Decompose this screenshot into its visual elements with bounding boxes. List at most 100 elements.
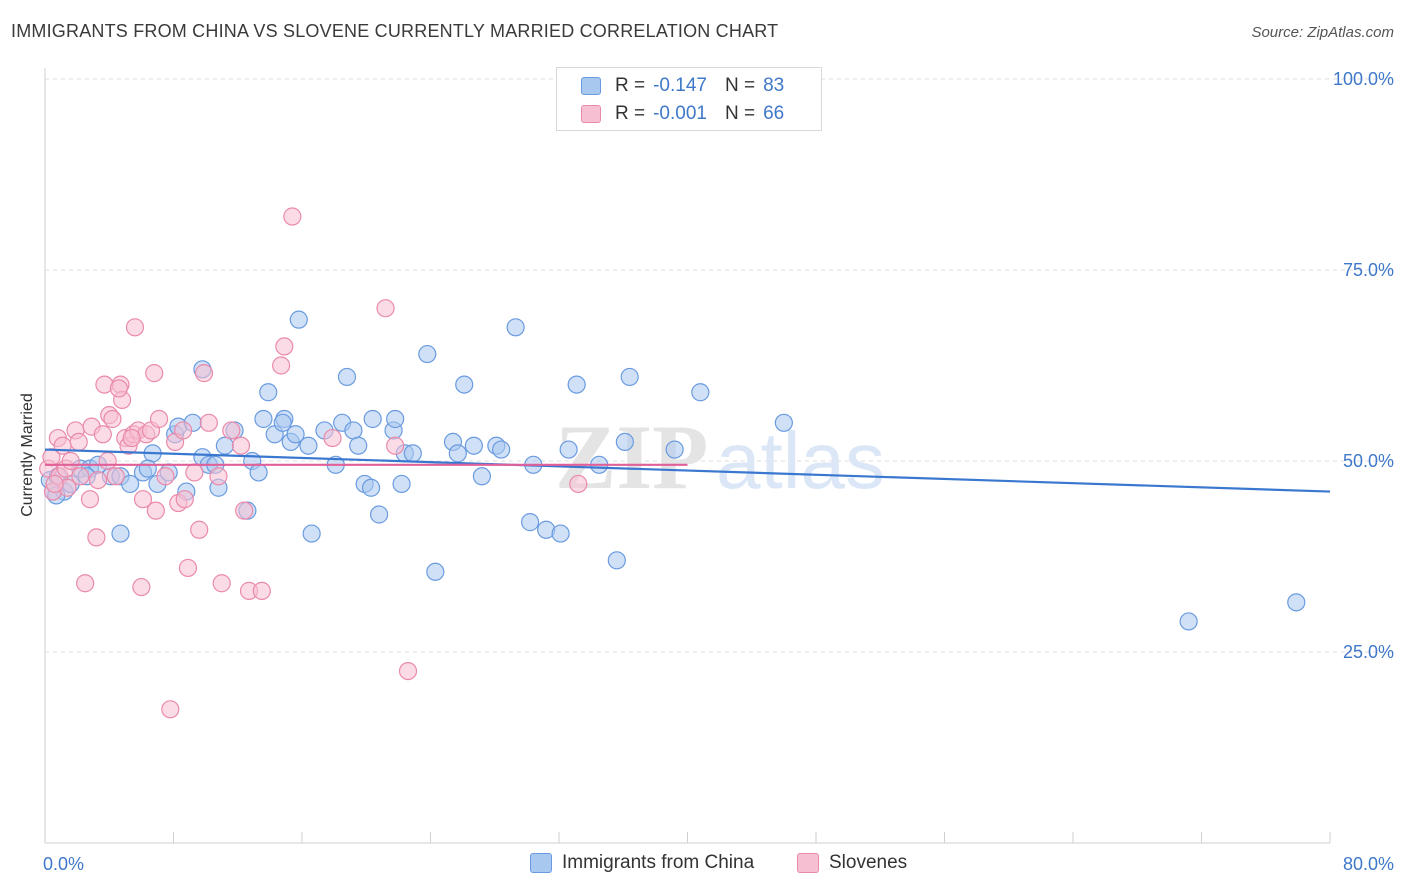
point-slovenes bbox=[106, 467, 125, 486]
trend-line-china bbox=[44, 448, 1331, 493]
legend-r-value: -0.147 bbox=[653, 75, 707, 96]
legend-n-label: N = bbox=[724, 103, 756, 124]
trend-lines bbox=[44, 448, 1331, 493]
data-points bbox=[39, 207, 1306, 719]
point-slovenes bbox=[53, 436, 72, 455]
watermark: ZIP atlas bbox=[555, 406, 885, 508]
legend-label-china: Immigrants from China bbox=[562, 852, 755, 873]
point-slovenes bbox=[98, 451, 117, 471]
point-china bbox=[691, 383, 710, 402]
legend-r-label: R = bbox=[615, 103, 646, 124]
point-slovenes bbox=[61, 451, 80, 471]
point-china bbox=[426, 562, 445, 581]
x-tick-label-start: 0.0% bbox=[43, 854, 84, 874]
legend-n-value: 83 bbox=[763, 75, 785, 96]
point-slovenes bbox=[174, 421, 193, 440]
point-slovenes bbox=[178, 558, 198, 578]
point-china bbox=[361, 478, 381, 497]
point-china bbox=[392, 474, 411, 494]
point-slovenes bbox=[88, 471, 108, 490]
legend-item-china[interactable]: Immigrants from China bbox=[530, 852, 754, 874]
point-china bbox=[286, 425, 305, 444]
point-china bbox=[448, 444, 467, 463]
point-slovenes bbox=[146, 501, 165, 520]
stats-legend: R = -0.147 N = 83 R = -0.001 N = 66 bbox=[556, 67, 822, 131]
point-slovenes bbox=[69, 432, 88, 451]
point-china bbox=[121, 474, 140, 494]
point-china bbox=[273, 413, 292, 432]
point-slovenes bbox=[156, 467, 175, 486]
point-china bbox=[455, 375, 474, 394]
point-slovenes bbox=[199, 413, 218, 432]
point-china bbox=[254, 409, 273, 429]
point-china bbox=[559, 440, 578, 459]
point-china bbox=[370, 505, 389, 524]
point-slovenes bbox=[231, 436, 251, 455]
point-china bbox=[363, 409, 382, 429]
point-slovenes bbox=[209, 467, 228, 486]
point-china bbox=[259, 383, 278, 402]
point-slovenes bbox=[376, 299, 395, 318]
point-slovenes bbox=[190, 520, 209, 539]
point-slovenes bbox=[235, 501, 254, 520]
point-slovenes bbox=[185, 463, 204, 482]
legend-swatch-slovenes bbox=[797, 853, 819, 873]
point-slovenes bbox=[71, 467, 90, 486]
point-china bbox=[403, 444, 422, 463]
y-tick-label: 25.0% bbox=[1343, 642, 1394, 662]
point-slovenes bbox=[109, 379, 128, 398]
point-slovenes bbox=[161, 700, 180, 719]
point-slovenes bbox=[145, 364, 164, 383]
legend-item-slovenes[interactable]: Slovenes bbox=[797, 852, 907, 874]
point-china bbox=[349, 436, 368, 455]
y-tick-label: 100.0% bbox=[1333, 69, 1394, 89]
point-slovenes bbox=[122, 428, 141, 448]
point-slovenes bbox=[87, 528, 106, 547]
legend-n-value: 66 bbox=[763, 103, 785, 124]
chart-title: IMMIGRANTS FROM CHINA VS SLOVENE CURRENT… bbox=[11, 21, 779, 41]
point-china bbox=[464, 436, 483, 455]
y-tick-label: 50.0% bbox=[1343, 451, 1394, 471]
source-label: Source: ZipAtlas.com bbox=[1251, 24, 1394, 41]
point-slovenes bbox=[76, 574, 95, 593]
point-china bbox=[289, 310, 308, 329]
point-slovenes bbox=[283, 207, 302, 226]
y-tick-label: 75.0% bbox=[1343, 260, 1394, 280]
series-legend: Immigrants from China Slovenes bbox=[0, 852, 1406, 876]
tick-labels: 25.0% 50.0% 75.0% 100.0% 0.0% 80.0% bbox=[43, 69, 1394, 874]
legend-swatch-china bbox=[530, 853, 552, 873]
point-china bbox=[567, 375, 586, 394]
point-slovenes bbox=[272, 356, 291, 375]
point-china bbox=[665, 440, 684, 459]
legend-r-label: R = bbox=[615, 75, 646, 96]
point-china bbox=[111, 524, 130, 543]
point-china bbox=[506, 318, 525, 337]
point-china bbox=[774, 413, 793, 432]
watermark-atlas: atlas bbox=[716, 416, 885, 505]
point-china bbox=[492, 440, 511, 459]
point-china bbox=[472, 467, 491, 486]
point-china bbox=[386, 409, 405, 429]
point-slovenes bbox=[45, 474, 64, 494]
point-china bbox=[615, 432, 634, 451]
point-slovenes bbox=[386, 436, 405, 455]
point-slovenes bbox=[125, 318, 145, 337]
point-slovenes bbox=[103, 409, 122, 429]
point-slovenes bbox=[323, 428, 342, 448]
point-china bbox=[249, 463, 268, 482]
point-slovenes bbox=[80, 490, 100, 509]
legend-row-slovenes: R = -0.001 N = 66 bbox=[581, 102, 784, 126]
legend-row-china: R = -0.147 N = 83 bbox=[581, 74, 784, 98]
point-slovenes bbox=[398, 661, 418, 681]
point-slovenes bbox=[212, 574, 231, 593]
point-china bbox=[418, 344, 437, 364]
point-china bbox=[607, 551, 626, 570]
point-slovenes bbox=[93, 425, 112, 444]
point-slovenes bbox=[569, 474, 588, 494]
point-china bbox=[344, 421, 363, 440]
legend-r-value: -0.001 bbox=[653, 103, 707, 124]
point-china bbox=[520, 513, 540, 532]
x-tick-label-end: 80.0% bbox=[1343, 854, 1394, 874]
legend-n-label: N = bbox=[724, 75, 756, 96]
